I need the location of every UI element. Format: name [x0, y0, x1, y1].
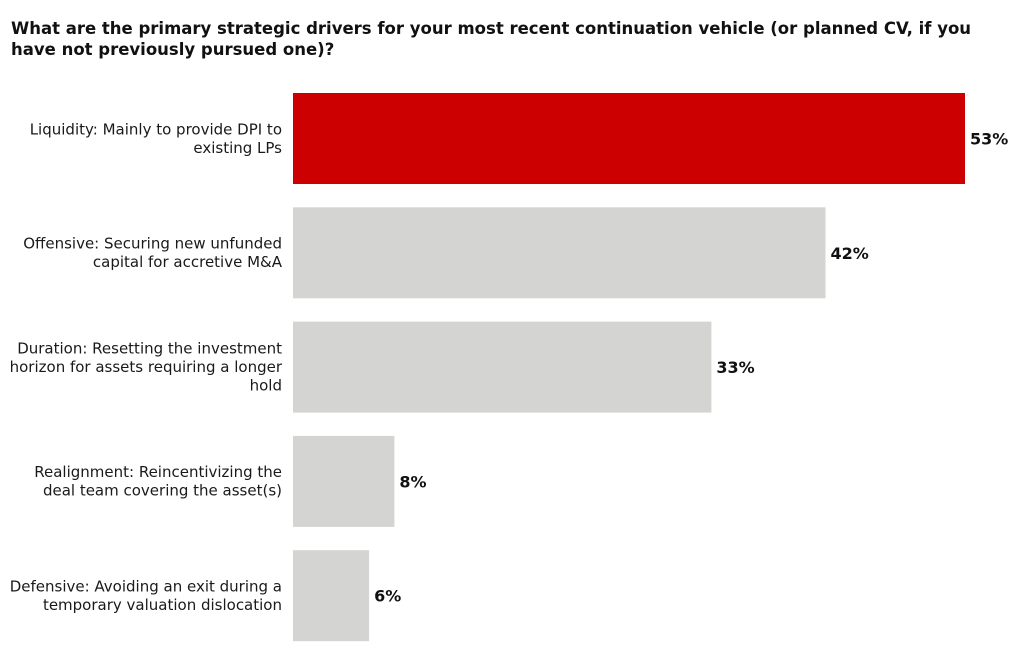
value-labels-group: 53% 42% 33% 8% 6% [374, 130, 1008, 606]
bar-3 [293, 321, 712, 413]
category-label-line: hold [250, 377, 282, 395]
bar-1 [293, 93, 965, 184]
category-label-line: deal team covering the asset(s) [43, 482, 282, 500]
bar-4 [293, 435, 395, 527]
value-label-4: 8% [399, 472, 426, 491]
bars-group [293, 93, 965, 642]
bar-2 [293, 207, 826, 299]
category-label-line: horizon for assets requiring a longer [10, 358, 283, 376]
value-label-5: 6% [374, 587, 401, 606]
category-label-line: Duration: Resetting the investment [17, 340, 282, 358]
chart-title: What are the primary strategic drivers f… [11, 19, 972, 59]
category-label-4: Realignment: Reincentivizing the deal tea… [34, 463, 282, 500]
value-label-1: 53% [970, 130, 1008, 149]
category-label-line: Defensive: Avoiding an exit during a [10, 578, 282, 596]
value-label-2: 42% [831, 244, 869, 263]
category-label-line: Offensive: Securing new unfunded [23, 235, 282, 253]
category-label-line: temporary valuation dislocation [43, 596, 282, 614]
category-label-5: Defensive: Avoiding an exit during a temp… [10, 578, 282, 615]
value-label-3: 33% [716, 358, 754, 377]
bar-5 [293, 550, 370, 642]
category-label-3: Duration: Resetting the investment horizo… [10, 340, 283, 395]
category-label-line: Liquidity: Mainly to provide DPI to [30, 120, 282, 138]
category-label-line: capital for accretive M&A [93, 253, 283, 271]
category-label-line: existing LPs [193, 139, 282, 157]
category-labels-group: Liquidity: Mainly to provide DPI to exist… [10, 120, 283, 614]
category-label-1: Liquidity: Mainly to provide DPI to exist… [30, 120, 282, 157]
category-label-line: Realignment: Reincentivizing the [34, 463, 282, 481]
category-label-2: Offensive: Securing new unfunded capital … [23, 235, 283, 272]
